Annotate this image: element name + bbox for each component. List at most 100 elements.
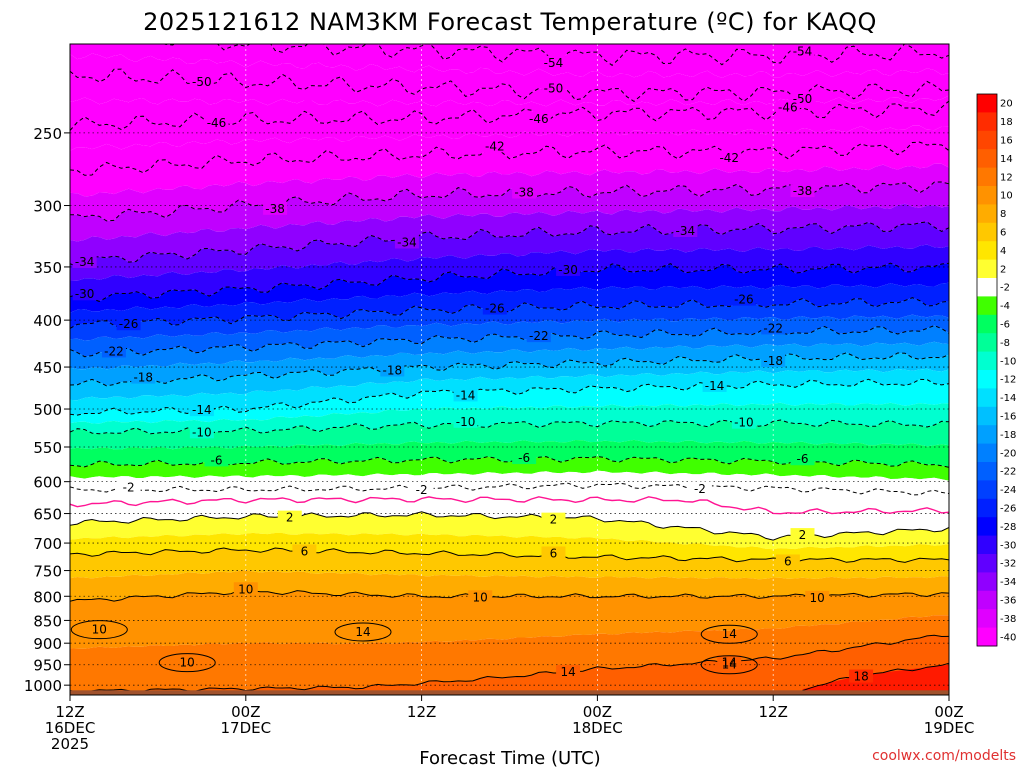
- y-tick-label: 700: [33, 535, 62, 553]
- temperature-band: [70, 402, 949, 434]
- isotherm-line: [70, 634, 949, 694]
- isotherm-line: [70, 378, 949, 416]
- contour-label-bg: [775, 554, 800, 568]
- colorbar-swatch: [977, 498, 997, 518]
- contour-label: -46: [207, 116, 227, 130]
- contour-label: -38: [265, 202, 285, 216]
- colorbar-tick-label: -16: [1000, 412, 1016, 423]
- y-axis: 250 300 350 400 450 500 550 600 650 700 750 800 850 9…: [24, 125, 70, 695]
- colorbar-swatch: [977, 443, 997, 463]
- contour-label: -18: [382, 363, 402, 377]
- contour-label: -54: [544, 56, 564, 70]
- contour-label-bg: [263, 201, 288, 215]
- colorbar-tick-label: -2: [1000, 283, 1010, 294]
- x-tick-label: 12Z: [407, 703, 436, 721]
- warm-core-band: [802, 664, 949, 695]
- temperature-band: [70, 69, 949, 107]
- colorbar-swatch: [977, 167, 997, 187]
- colorbar-swatch: [977, 609, 997, 629]
- contour-label: 10: [238, 582, 253, 596]
- colorbar-swatch: [977, 112, 997, 132]
- colorbar-swatch: [977, 535, 997, 555]
- colorbar-tick-label: -26: [1000, 504, 1016, 515]
- grid: [70, 44, 949, 695]
- contour-label: -34: [397, 235, 417, 249]
- contour-label: -2: [416, 483, 428, 497]
- contour-label-bg: [233, 582, 258, 596]
- temperature-band: [70, 439, 949, 468]
- contour-label: -38: [793, 184, 813, 198]
- contour-label-bg: [72, 254, 97, 268]
- contour-label: -46: [529, 112, 549, 126]
- credit-text: coolwx.com/modelts: [872, 748, 1016, 764]
- contour-label-bg: [687, 481, 712, 495]
- contour-label: -6: [211, 453, 223, 467]
- closed-contour: [334, 622, 392, 642]
- temperature-band: [70, 163, 949, 221]
- temperature-band: [164, 44, 949, 66]
- isotherm-line: [70, 588, 949, 602]
- contour-label-bg: [702, 378, 727, 392]
- colorbar-tick-label: 10: [1000, 191, 1013, 202]
- colorbar-swatch: [977, 351, 997, 371]
- contour-label-bg: [790, 184, 815, 198]
- x-tick-label: 00Z: [231, 703, 260, 721]
- temperature-band: [70, 282, 949, 329]
- temperature-band: [70, 532, 949, 563]
- y-tick-label: 400: [33, 312, 62, 330]
- contour-label: 2: [286, 511, 294, 525]
- contour-label: -6: [518, 451, 530, 465]
- temperature-band: [70, 500, 949, 541]
- colorbar-tick-label: -34: [1000, 577, 1016, 588]
- colorbar: 20 18 16 14 12 10 8 6 4 2 -2 -4 -6 -8 -10 -12 -14 -16 -18 -…: [976, 93, 1016, 647]
- colorbar-tick-label: 4: [1000, 246, 1006, 257]
- colorbar-swatch: [977, 94, 997, 113]
- contour-label-bg: [541, 512, 566, 526]
- contour-label-bg: [717, 150, 742, 164]
- closed-contour: [70, 620, 128, 640]
- contour-label: -10: [456, 415, 476, 429]
- contour-label-bg: [673, 224, 698, 238]
- y-tick-label: 950: [33, 657, 62, 675]
- contour-label-bg: [131, 370, 156, 384]
- contour-label-bg: [556, 664, 581, 678]
- contour-label-bg: [116, 480, 141, 494]
- colorbar-tick-label: -12: [1000, 375, 1016, 386]
- temperature-band: [70, 0, 949, 2]
- colorbar-tick-label: -14: [1000, 393, 1016, 404]
- contour-label: 2: [550, 513, 558, 527]
- contour-label: -2: [694, 482, 706, 496]
- colorbar-swatch: [977, 370, 997, 389]
- closed-contour: [700, 624, 758, 644]
- x-tick-label: 00Z: [583, 703, 612, 721]
- contour-label-bg: [72, 287, 97, 301]
- contour-label: 10: [473, 590, 488, 604]
- temperature-band: [70, 456, 949, 481]
- contour-label-bg: [541, 546, 566, 560]
- x-tick-label: 16DEC: [45, 719, 96, 737]
- contour-label: 6: [301, 544, 309, 558]
- contour-label-bg: [761, 354, 786, 368]
- closed-contour: [700, 655, 758, 675]
- colorbar-tick-label: -20: [1000, 448, 1016, 459]
- freezing-line: [70, 496, 949, 515]
- colorbar-swatch: [977, 296, 997, 316]
- colorbar-tick-label: 20: [1000, 99, 1013, 110]
- colorbar-tick-label: -18: [1000, 430, 1016, 441]
- contour-label: -10: [734, 416, 754, 430]
- colorbar-tick-label: -22: [1000, 467, 1016, 478]
- contour-label: 2: [799, 528, 807, 542]
- closed-contour: [158, 653, 216, 673]
- contour-label-bg: [394, 235, 419, 249]
- isotherm-line: [70, 221, 949, 267]
- contour-label: -22: [529, 329, 549, 343]
- x-tick-label: 12Z: [759, 703, 788, 721]
- colorbar-swatch: [977, 517, 997, 537]
- temperature-band: [70, 420, 949, 450]
- contour-label-bg: [526, 329, 551, 343]
- y-tick-label: 250: [33, 125, 62, 143]
- temperature-band: [70, 297, 949, 341]
- isotherm-line: [802, 662, 949, 692]
- contour-label: -2: [123, 481, 135, 495]
